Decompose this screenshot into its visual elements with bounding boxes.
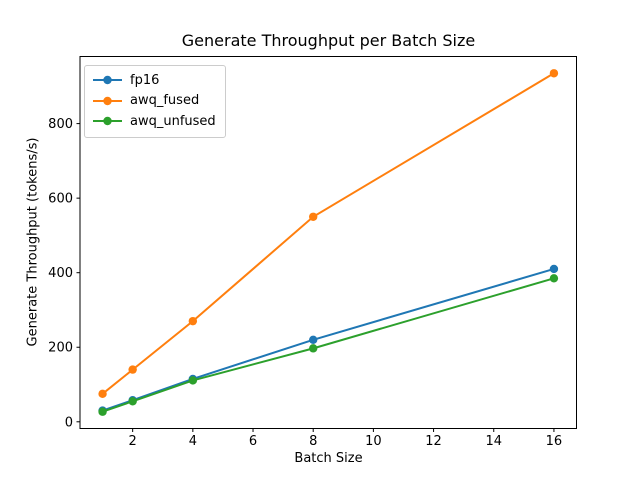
marker-awq_unfused: [98, 407, 107, 416]
y-tick-label: 200: [48, 341, 73, 356]
marker-fp16: [549, 264, 559, 274]
x-tick-label: 16: [546, 434, 563, 449]
x-tick-label: 6: [249, 434, 257, 449]
chart-title: Generate Throughput per Batch Size: [181, 31, 476, 50]
marker-awq_fused: [128, 365, 137, 374]
legend-item-fp16: fp16: [92, 70, 216, 91]
legend-line-marker-icon: [93, 117, 122, 126]
y-axis-label: Generate Throughput (tokens/s): [25, 137, 41, 347]
x-axis-label: Batch Size: [294, 451, 363, 466]
marker-awq_fused: [309, 212, 318, 221]
legend-line-marker-icon: [93, 76, 122, 85]
marker-awq_unfused: [549, 274, 559, 283]
y-tick-label: 400: [48, 266, 73, 281]
marker-awq_fused: [549, 69, 559, 78]
x-tick-label: 12: [425, 434, 442, 449]
marker-awq_fused: [188, 316, 198, 326]
marker-awq_unfused: [128, 397, 137, 406]
x-tick-label: 8: [309, 434, 317, 449]
legend-item-awq-unfused: awq_unfused: [92, 111, 216, 132]
x-tick-label: 2: [129, 434, 137, 449]
legend-line-marker-icon: [93, 96, 122, 105]
y-tick-label: 0: [65, 415, 73, 430]
marker-awq_unfused: [188, 376, 198, 385]
legend-label-awq-fused: awq_fused: [130, 93, 200, 109]
marker-awq_unfused: [309, 344, 318, 353]
legend-label-awq-unfused: awq_unfused: [130, 113, 216, 129]
marker-awq_fused: [98, 389, 107, 399]
legend-label-fp16: fp16: [130, 72, 160, 88]
x-tick-label: 10: [365, 434, 382, 449]
marker-fp16: [309, 335, 318, 344]
legend-item-awq-fused: awq_fused: [92, 91, 216, 112]
legend: fp16 awq_fused awq_unfused: [84, 65, 226, 138]
x-tick-label: 4: [189, 434, 197, 449]
x-tick-label: 14: [485, 434, 502, 449]
y-tick-label: 600: [48, 192, 73, 207]
y-tick-label: 800: [48, 117, 73, 132]
